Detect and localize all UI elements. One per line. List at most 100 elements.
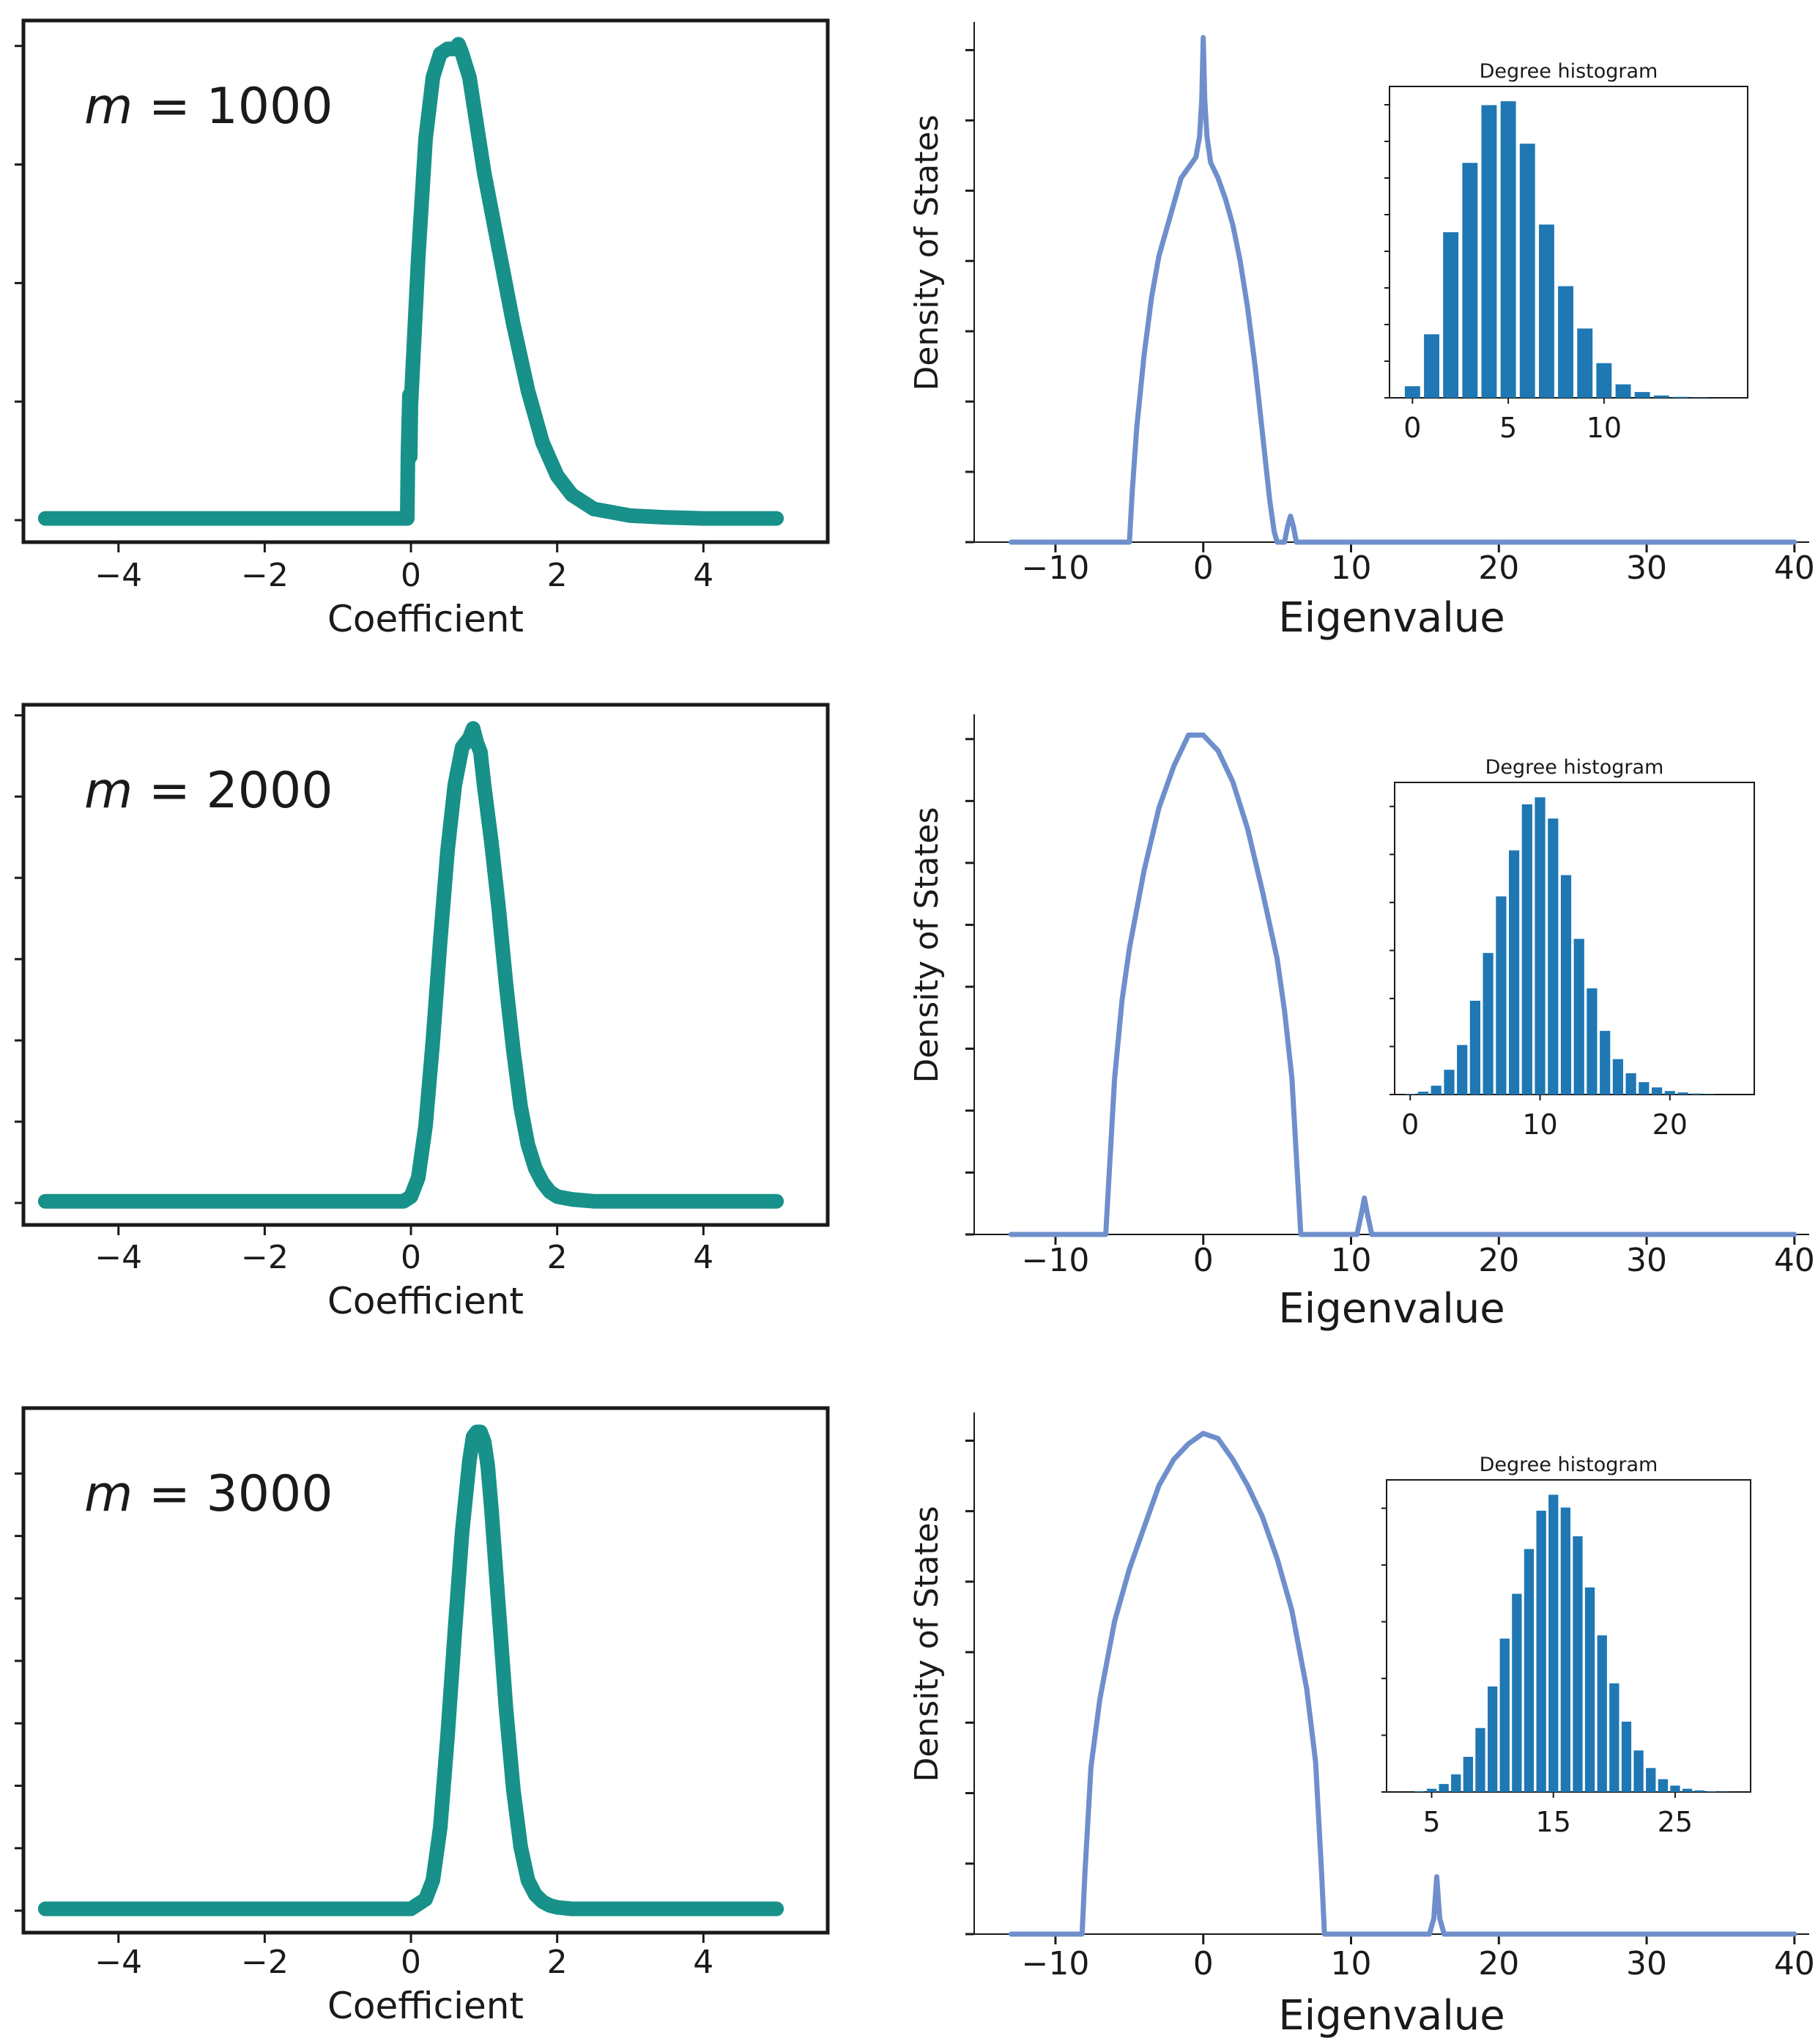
y-axis-label: Density of States (908, 807, 946, 1083)
histogram-bar (1573, 1536, 1583, 1792)
histogram-bar (1646, 1768, 1656, 1792)
eigenvalue-panel-2: −10 0 10 20 30 40 Eigenvalue Density of States D… (908, 714, 1815, 1333)
panel-label-value: = 1000 (133, 78, 333, 136)
histogram-bar (1475, 1728, 1485, 1792)
y-axis-label: Density of States (908, 1506, 946, 1782)
degree-histogram-inset: Degree histogram 5 15 25 (1381, 1454, 1751, 1838)
x-tick-label: 0 (1193, 549, 1214, 587)
histogram-bar (1535, 797, 1546, 1095)
x-tick-label: 10 (1331, 1945, 1372, 1982)
series-line (1008, 34, 1797, 545)
histogram-bar (1404, 386, 1420, 398)
plot-frame (21, 1406, 830, 1935)
histogram-bar (1539, 224, 1554, 398)
inset-title: Degree histogram (1485, 756, 1664, 779)
x-tick-label: 0 (401, 557, 421, 594)
inset-x-tick-label: 5 (1422, 1806, 1440, 1838)
x-tick-label: 20 (1478, 1945, 1519, 1982)
histogram-bar (1707, 1791, 1717, 1792)
inset-x-tick-label: 0 (1403, 412, 1421, 444)
x-tick-label: 20 (1478, 1242, 1519, 1279)
plot-frame (21, 18, 830, 544)
histogram-bar (1639, 1082, 1650, 1095)
histogram-bar (1612, 1059, 1623, 1095)
histogram-bar (1634, 392, 1650, 398)
x-tick-label: 0 (1193, 1242, 1214, 1279)
histogram-bar (1633, 1750, 1644, 1792)
series-line (1008, 732, 1797, 1237)
x-tick-label: −10 (1022, 1945, 1090, 1982)
inset-x-tick-label: 5 (1499, 412, 1517, 444)
eigenvalue-panel-1: −10 0 10 20 30 40 Eigenvalue Density of States D… (908, 22, 1815, 642)
inset-title: Degree histogram (1480, 1454, 1658, 1476)
series-line (37, 37, 784, 526)
plot-frame (21, 703, 830, 1227)
histogram-bar (1424, 334, 1439, 398)
inset-x-tick-label: 15 (1536, 1806, 1571, 1838)
panel-label: m = 1000 (84, 78, 333, 136)
x-tick-label: −2 (241, 557, 289, 594)
histogram-bar (1670, 1785, 1680, 1792)
x-tick-label: −4 (94, 1239, 142, 1276)
histogram-bar (1664, 1091, 1675, 1095)
histogram-bar (1677, 1092, 1688, 1095)
histogram-bar (1673, 396, 1688, 398)
histogram-bar (1682, 1788, 1693, 1792)
degree-histogram-inset: Degree histogram 0 10 20 (1390, 756, 1755, 1141)
histogram-bar (1691, 1093, 1702, 1095)
x-tick-label: 40 (1774, 1242, 1815, 1279)
histogram-bar (1519, 144, 1535, 398)
histogram-bar (1615, 384, 1631, 398)
histogram-bar (1600, 1031, 1611, 1095)
x-tick-label: 10 (1331, 549, 1372, 587)
inset-title: Degree histogram (1480, 60, 1658, 83)
x-tick-label: 4 (693, 557, 713, 594)
histogram-bar (1444, 1070, 1455, 1095)
histogram-bar (1451, 1774, 1461, 1792)
histogram-bar (1597, 1635, 1607, 1792)
histogram-bar (1584, 1587, 1595, 1792)
x-tick-label: −10 (1022, 549, 1090, 587)
x-axis-label: Coefficient (327, 1280, 524, 1322)
histogram-bar (1558, 286, 1573, 398)
histogram-bar (1426, 1788, 1437, 1792)
histogram-bar (1548, 1495, 1559, 1792)
coefficient-panel-1000: −4 −2 0 2 4 Coefficient m = 1000 (15, 18, 830, 640)
histogram-bar (1621, 1722, 1632, 1792)
x-tick-label: 2 (547, 557, 568, 594)
histogram-bar (1609, 1683, 1619, 1792)
histogram-bar (1405, 1094, 1416, 1095)
x-axis-label: Eigenvalue (1278, 1992, 1505, 2040)
x-tick-label: 30 (1626, 549, 1667, 587)
histogram-bar (1499, 1638, 1510, 1792)
x-tick-label: 40 (1774, 1945, 1815, 1982)
histogram-bar (1536, 1511, 1546, 1792)
histogram-bar (1469, 1001, 1480, 1095)
x-axis-label: Eigenvalue (1278, 594, 1505, 642)
histogram-bar (1596, 363, 1612, 398)
histogram-bar (1577, 328, 1593, 398)
x-tick-label: 2 (547, 1944, 568, 1981)
histogram-bar (1625, 1073, 1636, 1095)
series-line (1008, 1431, 1797, 1937)
histogram-bar (1431, 1085, 1442, 1095)
x-tick-label: 20 (1478, 549, 1519, 587)
histogram-bar (1509, 850, 1520, 1095)
histogram-bar (1500, 101, 1516, 398)
y-axis-label: Density of States (908, 114, 946, 390)
x-tick-label: 10 (1331, 1242, 1372, 1279)
histogram-bar (1560, 875, 1572, 1095)
x-tick-label: −4 (94, 1944, 142, 1981)
inset-x-tick-label: 0 (1401, 1108, 1419, 1141)
histogram-bar (1463, 1757, 1473, 1792)
histogram-bar (1658, 1779, 1668, 1792)
histogram-bar (1524, 1549, 1535, 1792)
histogram-bar (1653, 395, 1669, 398)
histogram-bar (1443, 232, 1459, 398)
histogram-bar (1462, 163, 1478, 399)
histogram-bar (1496, 896, 1507, 1095)
coefficient-panel-3000: −4 −2 0 2 4 Coefficient m = 3000 (15, 1406, 830, 2027)
x-tick-label: −2 (241, 1239, 289, 1276)
histogram-bar (1417, 1092, 1429, 1095)
panel-label-value: = 2000 (133, 762, 333, 820)
